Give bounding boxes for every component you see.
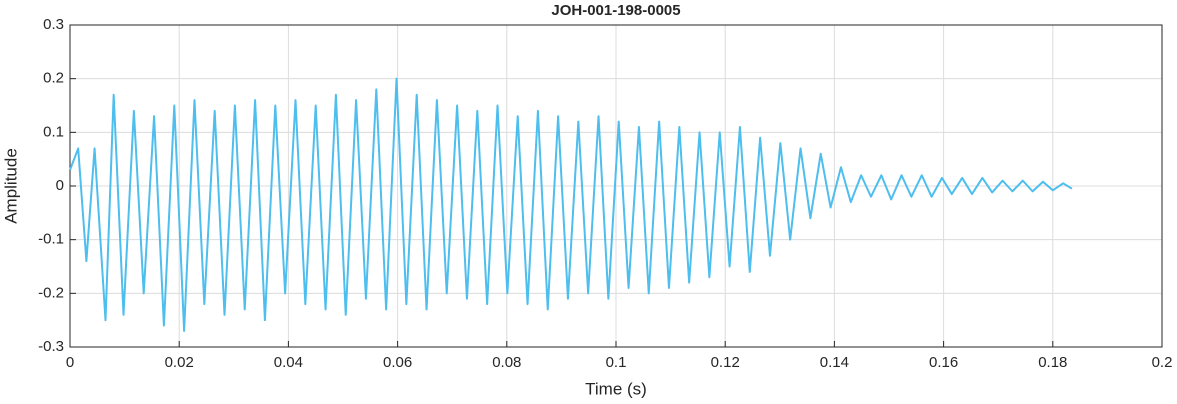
y-tick-label: -0.3: [38, 338, 64, 355]
y-tick-label: 0.1: [43, 123, 64, 140]
x-tick-label: 0.12: [711, 354, 740, 371]
x-tick-label: 0.2: [1152, 354, 1173, 371]
y-axis-label: Amplitude: [1, 148, 20, 224]
x-tick-label: 0.18: [1038, 354, 1067, 371]
x-axis-label: Time (s): [585, 379, 647, 398]
x-tick-label: 0.08: [492, 354, 521, 371]
waveform-line: [69, 77, 1073, 332]
x-tick-label: 0.14: [820, 354, 849, 371]
y-tick-label: 0.2: [43, 70, 64, 87]
chart-title: JOH-001-198-0005: [551, 2, 680, 19]
x-tick-label: 0.02: [165, 354, 194, 371]
plot-frame: [69, 24, 1163, 348]
y-tick-label: -0.2: [38, 284, 64, 301]
y-tick-label: -0.1: [38, 231, 64, 248]
x-tick-label: 0.06: [383, 354, 412, 371]
x-tick-label: 0.04: [274, 354, 303, 371]
x-tick-label: 0.16: [929, 354, 958, 371]
x-tick-label: 0: [66, 354, 74, 371]
x-tick-label: 0.1: [606, 354, 627, 371]
y-tick-label: 0.3: [43, 16, 64, 33]
y-tick-label: 0: [56, 177, 64, 194]
